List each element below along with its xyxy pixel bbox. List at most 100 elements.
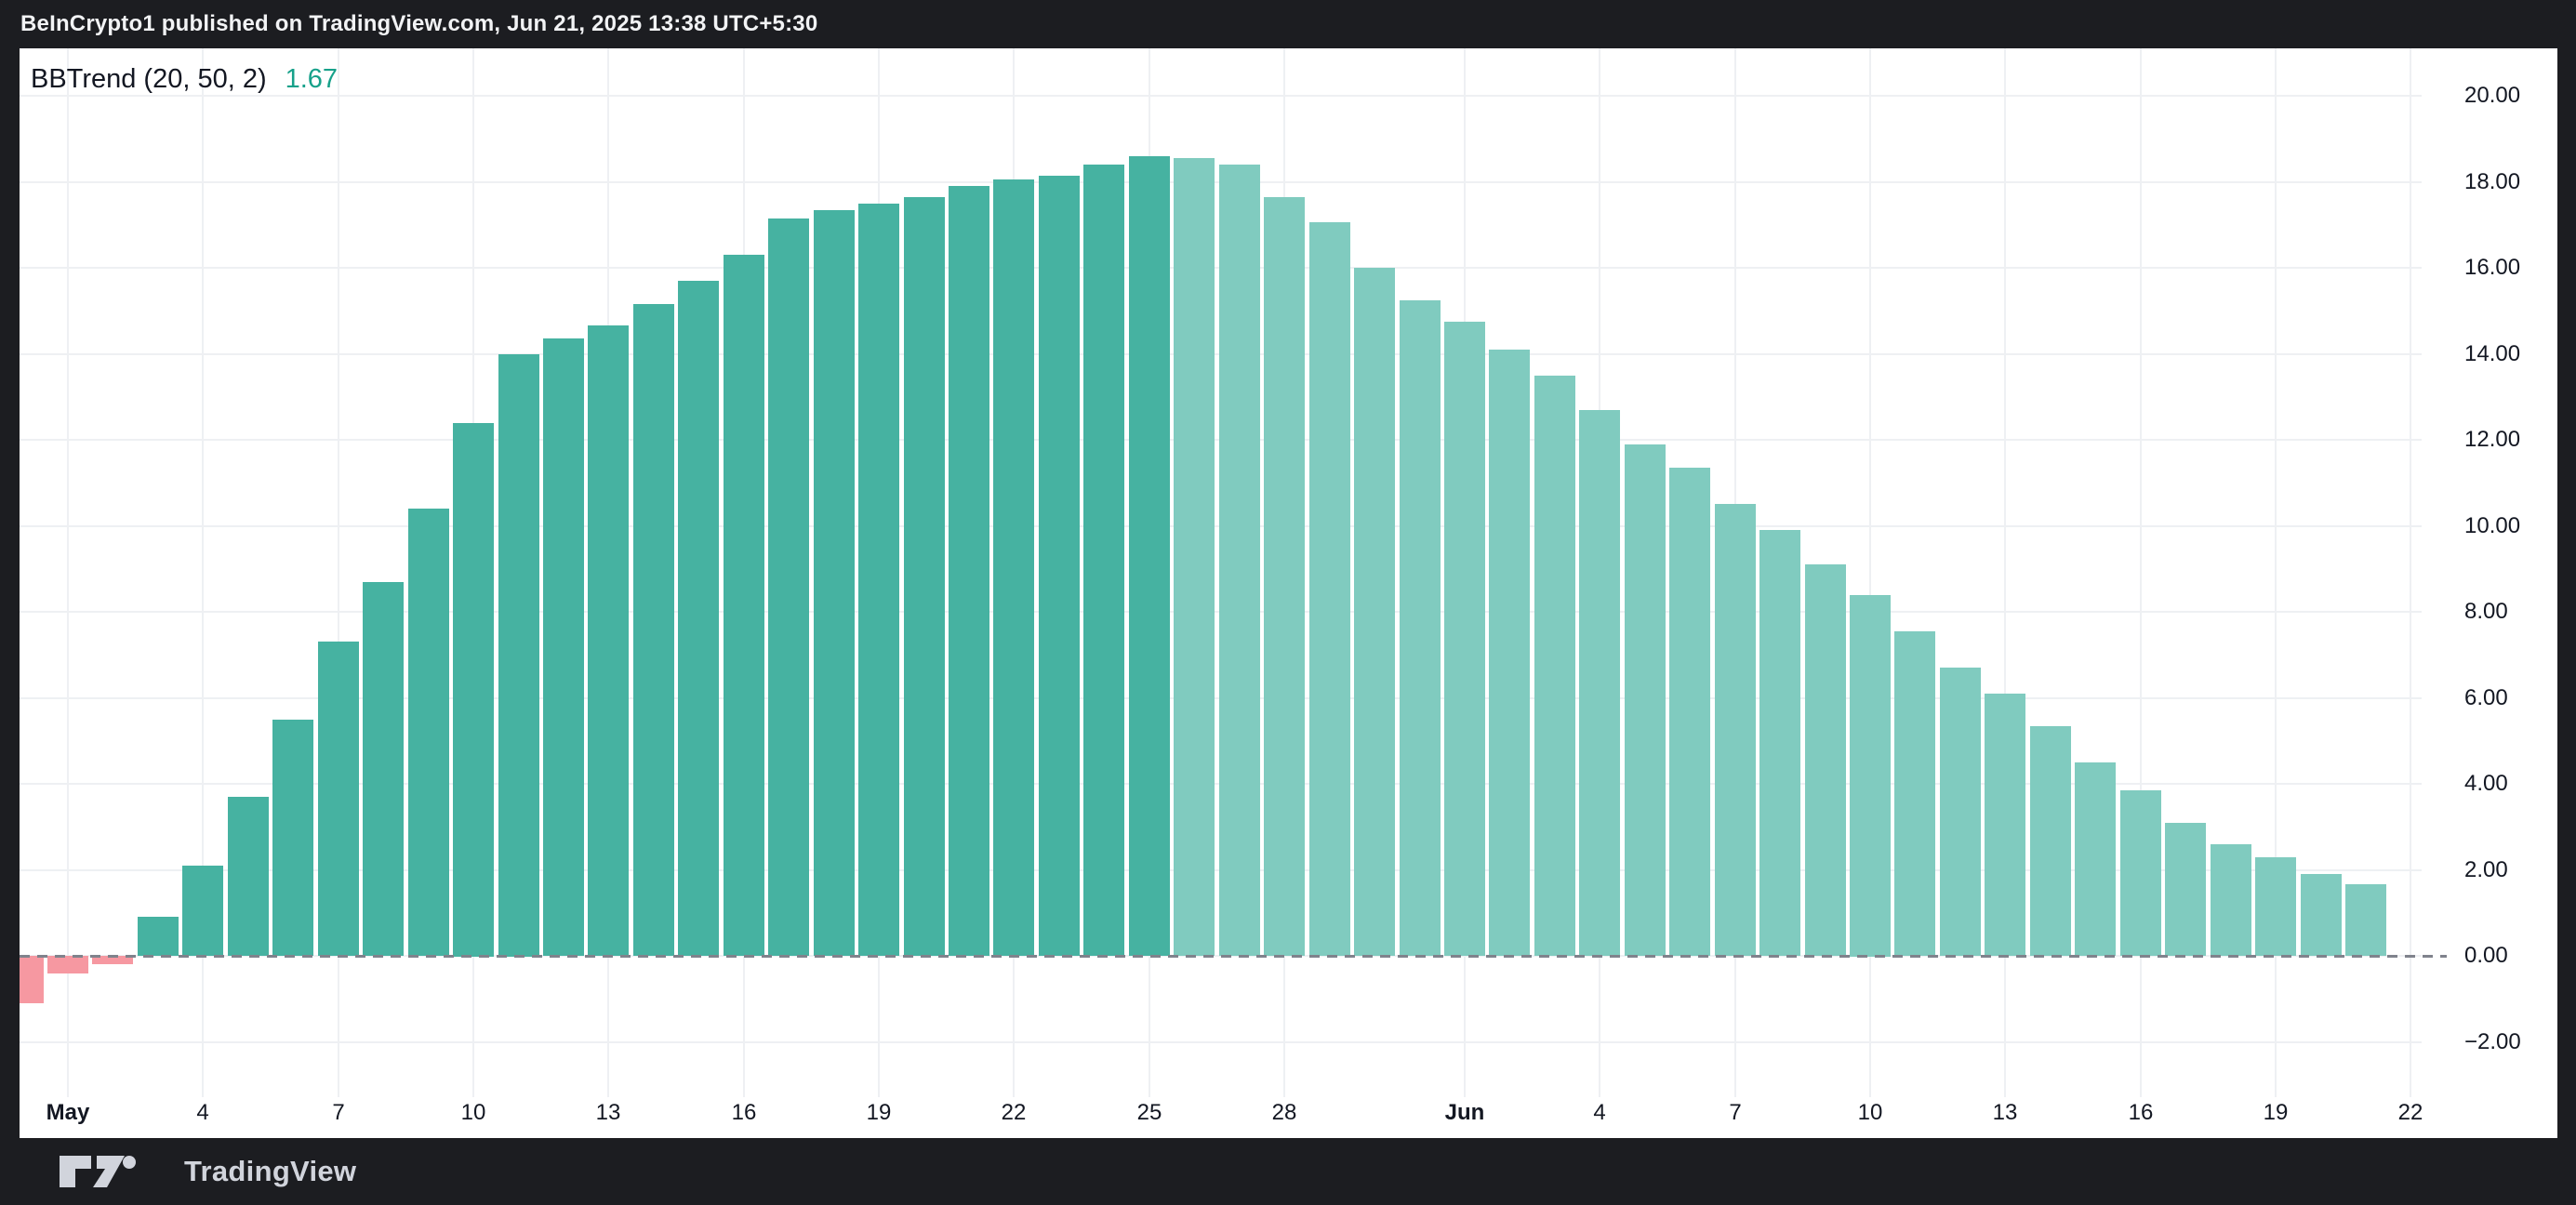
h-gridline bbox=[20, 1041, 2422, 1043]
bar-jun-7 bbox=[1715, 504, 1756, 956]
bar-jun-13 bbox=[1985, 694, 2025, 956]
bar-may-29 bbox=[1309, 222, 1350, 956]
y-axis-label: 10.00 bbox=[2464, 513, 2521, 538]
x-axis-label: 19 bbox=[866, 1100, 892, 1125]
bar-jun-11 bbox=[1894, 631, 1935, 956]
bar-may-8 bbox=[363, 582, 404, 956]
bar-may-13 bbox=[588, 325, 629, 956]
bar-jun-16 bbox=[2120, 790, 2161, 956]
chart-panel: 20.00 18.00 16.00 14.00 12.00 10.00 8.00 6.00 4.… bbox=[20, 48, 2557, 1138]
bar-may-7 bbox=[318, 642, 359, 956]
x-axis-label: 25 bbox=[1136, 1100, 1162, 1125]
bar-jun-21 bbox=[2345, 884, 2386, 956]
attribution-bar: BeInCrypto1 published on TradingView.com… bbox=[0, 0, 2576, 48]
x-axis-label: 16 bbox=[731, 1100, 757, 1125]
bar-jun-8 bbox=[1759, 530, 1800, 956]
bar-jun-5 bbox=[1625, 444, 1666, 956]
bar-may-12 bbox=[543, 338, 584, 956]
bar-jun-1 bbox=[1444, 322, 1485, 956]
bar-may-3 bbox=[138, 917, 179, 956]
bar-may-14 bbox=[633, 304, 674, 956]
y-axis-label: 8.00 bbox=[2464, 599, 2508, 624]
x-axis-label: 19 bbox=[2263, 1100, 2289, 1125]
bar-jun-4 bbox=[1579, 410, 1620, 956]
bar-may-24 bbox=[1083, 165, 1124, 956]
x-axis-label: 10 bbox=[460, 1100, 486, 1125]
y-axis-label: 16.00 bbox=[2464, 255, 2521, 280]
bar-may-11 bbox=[498, 354, 539, 957]
bar-jun-14 bbox=[2030, 726, 2071, 956]
x-axis-label: Jun bbox=[1444, 1100, 1485, 1125]
zero-line bbox=[20, 955, 2447, 958]
bar-jun-2 bbox=[1489, 350, 1530, 956]
bar-may-15 bbox=[678, 281, 719, 956]
x-axis-label: 22 bbox=[1001, 1100, 1027, 1125]
y-axis-label: 4.00 bbox=[2464, 771, 2508, 796]
bar-may-21 bbox=[949, 186, 989, 956]
bar-may-16 bbox=[724, 255, 764, 956]
x-axis-label: 22 bbox=[2397, 1100, 2423, 1125]
bar-jun-10 bbox=[1850, 595, 1891, 957]
y-axis-label: 6.00 bbox=[2464, 685, 2508, 710]
x-axis-label: 4 bbox=[196, 1100, 209, 1125]
v-gridline bbox=[1869, 48, 1871, 1097]
bar-may-22 bbox=[993, 179, 1034, 956]
v-gridline bbox=[2140, 48, 2142, 1097]
x-axis-label: 4 bbox=[1593, 1100, 1606, 1125]
bar-may-23 bbox=[1039, 176, 1080, 956]
bar-may-17 bbox=[768, 218, 809, 956]
bar-may-2 bbox=[92, 956, 133, 964]
x-axis-label: May bbox=[46, 1100, 90, 1125]
bar-jun-15 bbox=[2075, 762, 2116, 956]
bar-jun-17 bbox=[2165, 823, 2206, 956]
footer-bar: TradingView bbox=[0, 1138, 2576, 1205]
y-axis-label: −2.00 bbox=[2464, 1029, 2521, 1054]
attribution-text: BeInCrypto1 published on TradingView.com… bbox=[20, 11, 818, 36]
bar-may-31 bbox=[1400, 300, 1441, 956]
bar-jun-9 bbox=[1805, 564, 1846, 956]
bar-may-30 bbox=[1354, 268, 1395, 956]
y-axis-label: 18.00 bbox=[2464, 169, 2521, 194]
x-axis-label: 13 bbox=[1992, 1100, 2018, 1125]
bar-may-1 bbox=[47, 956, 88, 973]
bar-may-20 bbox=[904, 197, 945, 956]
x-axis-label: 7 bbox=[332, 1100, 345, 1125]
bar-may-27 bbox=[1219, 165, 1260, 956]
bar-may-6 bbox=[272, 720, 313, 956]
bar-jun-19 bbox=[2255, 857, 2296, 956]
footer-brand-text: TradingView bbox=[184, 1155, 357, 1187]
x-axis-label: 7 bbox=[1729, 1100, 1742, 1125]
bar-jun-12 bbox=[1940, 668, 1981, 956]
tradingview-logo-icon bbox=[60, 1156, 136, 1187]
h-gridline bbox=[20, 95, 2422, 97]
indicator-legend: BBTrend (20, 50, 2) 1.67 bbox=[31, 63, 338, 95]
y-axis-label: 14.00 bbox=[2464, 341, 2521, 366]
x-axis-label: 16 bbox=[2128, 1100, 2154, 1125]
bar-jun-20 bbox=[2301, 874, 2342, 956]
indicator-title: BBTrend (20, 50, 2) bbox=[31, 64, 267, 94]
bar-jun-6 bbox=[1669, 468, 1710, 956]
v-gridline bbox=[2410, 48, 2411, 1097]
indicator-value: 1.67 bbox=[285, 64, 339, 94]
v-gridline bbox=[2004, 48, 2006, 1097]
y-axis-label: 20.00 bbox=[2464, 83, 2521, 108]
bar-may-26 bbox=[1174, 158, 1215, 956]
y-axis-label: 12.00 bbox=[2464, 427, 2521, 452]
bar-may-19 bbox=[858, 204, 899, 956]
v-gridline bbox=[202, 48, 204, 1097]
bar-may-5 bbox=[228, 797, 269, 956]
bar-jun-3 bbox=[1534, 376, 1575, 956]
v-gridline bbox=[67, 48, 69, 1097]
bar-may-9 bbox=[408, 509, 449, 956]
bar-jun-18 bbox=[2211, 844, 2251, 956]
v-gridline bbox=[2275, 48, 2277, 1097]
bar-may-18 bbox=[814, 210, 855, 956]
x-axis-label: 10 bbox=[1857, 1100, 1883, 1125]
bar-apr-30 bbox=[20, 956, 44, 1003]
bar-may-25 bbox=[1129, 156, 1170, 956]
bar-may-10 bbox=[453, 423, 494, 957]
x-axis-label: 13 bbox=[595, 1100, 621, 1125]
bar-may-4 bbox=[182, 866, 223, 956]
y-axis-label: 0.00 bbox=[2464, 943, 2508, 968]
